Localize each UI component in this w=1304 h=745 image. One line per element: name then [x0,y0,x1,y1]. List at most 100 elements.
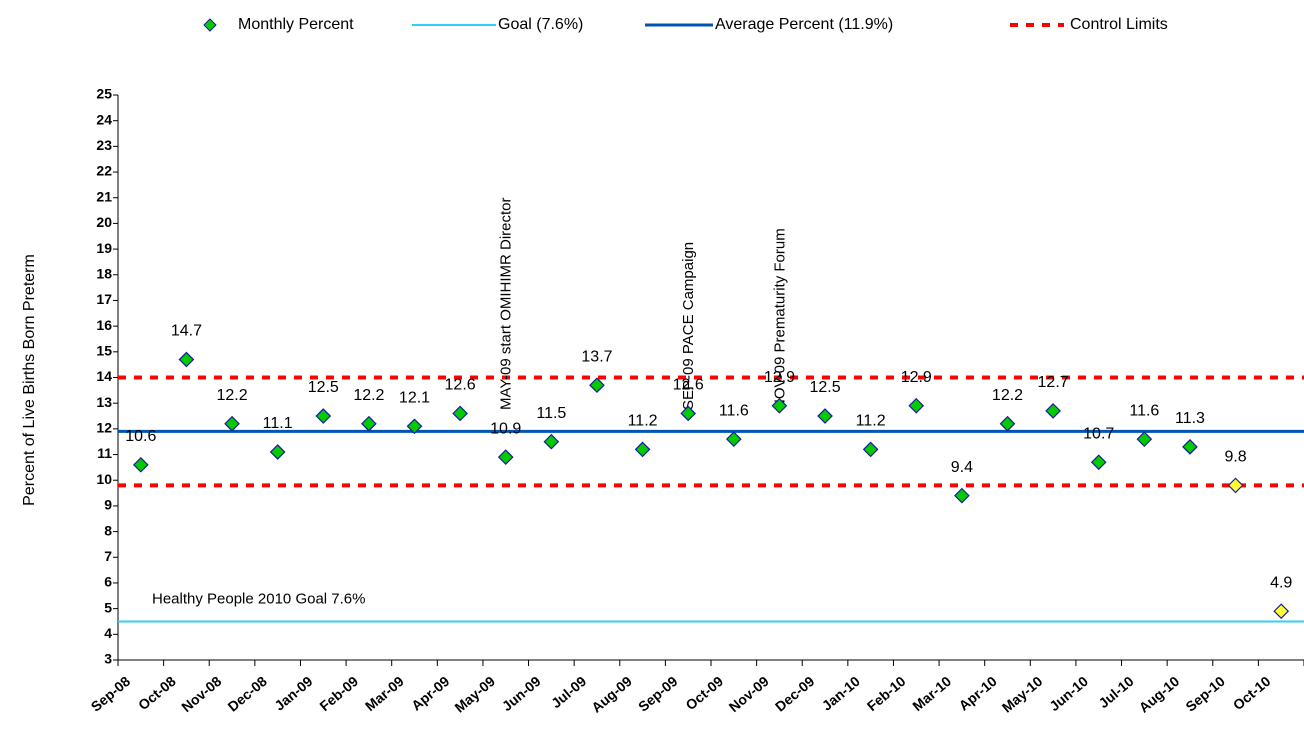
data-point [1182,438,1198,455]
y-tick-label: 19 [96,240,112,256]
value-label: 11.3 [1175,410,1205,427]
y-tick-label: 20 [96,214,112,230]
value-label: 12.2 [992,387,1023,404]
data-point [954,487,970,504]
data-point [1136,431,1153,447]
data-point [862,441,879,458]
x-tick-label: Jun-10 [1046,673,1091,714]
y-tick-label: 8 [104,522,112,538]
data-point [589,377,605,394]
x-tick-label: Dec-09 [772,673,818,715]
y-tick-label: 13 [96,394,112,410]
y-tick-label: 14 [96,368,112,384]
value-label: 14.7 [171,323,202,340]
y-tick-label: 9 [104,497,112,513]
data-point [497,449,514,465]
x-tick-label: Oct-10 [1230,673,1274,713]
data-point [1045,403,1061,419]
x-tick-label: Feb-09 [316,673,361,714]
y-tick-label: 18 [96,265,112,281]
y-tick-label: 21 [96,188,112,204]
value-label: 12.6 [445,377,476,394]
y-tick-label: 3 [104,651,112,667]
y-axis-title: Percent of Live Births Born Preterm [21,254,38,506]
data-point [452,405,468,422]
data-point [361,415,377,432]
y-tick-label: 11 [97,445,112,461]
data-point [908,397,925,414]
value-label: 4.9 [1270,574,1292,591]
legend-label: Monthly Percent [238,16,354,33]
value-label: 11.6 [1129,402,1159,419]
x-tick-label: Apr-09 [408,673,452,714]
legend-label: Control Limits [1070,16,1168,33]
y-tick-label: 17 [96,291,112,307]
data-point [680,405,697,422]
x-tick-label: Jan-10 [819,673,863,714]
y-tick-label: 16 [96,317,112,333]
y-tick-label: 24 [96,111,112,127]
value-label: 10.6 [125,428,156,445]
x-tick-label: Nov-08 [178,673,224,715]
x-tick-label: Oct-09 [682,673,726,713]
value-label: 10.9 [490,420,521,437]
annotation: Healthy People 2010 Goal 7.6% [152,590,365,607]
x-tick-label: Nov-09 [726,673,772,715]
value-label: 12.2 [353,387,384,404]
value-label: 12.1 [399,390,430,407]
x-tick-label: Jul-09 [548,673,589,711]
y-tick-label: 15 [96,343,112,359]
y-tick-label: 12 [96,420,112,436]
y-tick-label: 10 [96,471,112,487]
value-label: 12.5 [308,379,339,396]
value-label: 11.1 [263,415,293,432]
x-tick-label: Dec-08 [224,673,270,715]
annotation: MAY-09 start OMIHIMR Director [498,197,515,410]
value-label: 11.5 [536,405,566,422]
value-label: 12.2 [216,387,247,404]
x-tick-label: Mar-09 [362,673,407,714]
data-point [406,418,423,435]
x-tick-label: May-10 [999,673,1046,716]
data-point [725,431,742,447]
data-point [817,408,833,424]
y-tick-label: 23 [96,137,112,153]
x-tick-label: Jun-09 [499,673,544,714]
x-tick-label: Sep-09 [635,673,681,715]
x-tick-label: Sep-08 [88,673,134,715]
x-tick-label: Feb-10 [864,673,909,714]
legend-marker [203,18,217,32]
data-point [178,351,195,368]
value-label: 9.8 [1224,449,1246,466]
y-tick-label: 6 [104,574,112,590]
x-tick-label: Sep-10 [1182,673,1228,715]
value-label: 12.7 [1038,374,1069,391]
data-point [1090,454,1107,471]
value-label: 9.4 [951,459,973,476]
x-tick-label: Aug-09 [588,673,635,716]
y-tick-label: 7 [104,548,112,564]
y-tick-label: 25 [96,86,112,102]
value-label: 12.9 [901,369,932,386]
value-label: 11.6 [719,402,749,419]
data-point [224,415,240,432]
legend-label: Goal (7.6%) [498,16,583,33]
data-point [634,441,651,458]
legend-label: Average Percent (11.9%) [715,16,893,33]
value-label: 13.7 [581,348,612,365]
x-tick-label: Jan-09 [271,673,315,714]
annotation: NOV-09 Prematurity Forum [771,228,788,410]
value-label: 12.5 [809,379,840,396]
x-tick-label: Oct-08 [135,673,179,713]
value-label: 11.2 [856,413,886,430]
x-tick-label: May-09 [451,673,498,716]
value-label: 11.2 [628,413,658,430]
value-label: 12.9 [764,369,795,386]
data-point [132,456,149,473]
data-point [269,444,286,460]
annotation: SEP-09 PACE Campaign [680,242,697,410]
x-tick-label: Aug-10 [1136,673,1183,716]
data-point [999,415,1016,432]
x-tick-label: Mar-10 [909,673,954,714]
